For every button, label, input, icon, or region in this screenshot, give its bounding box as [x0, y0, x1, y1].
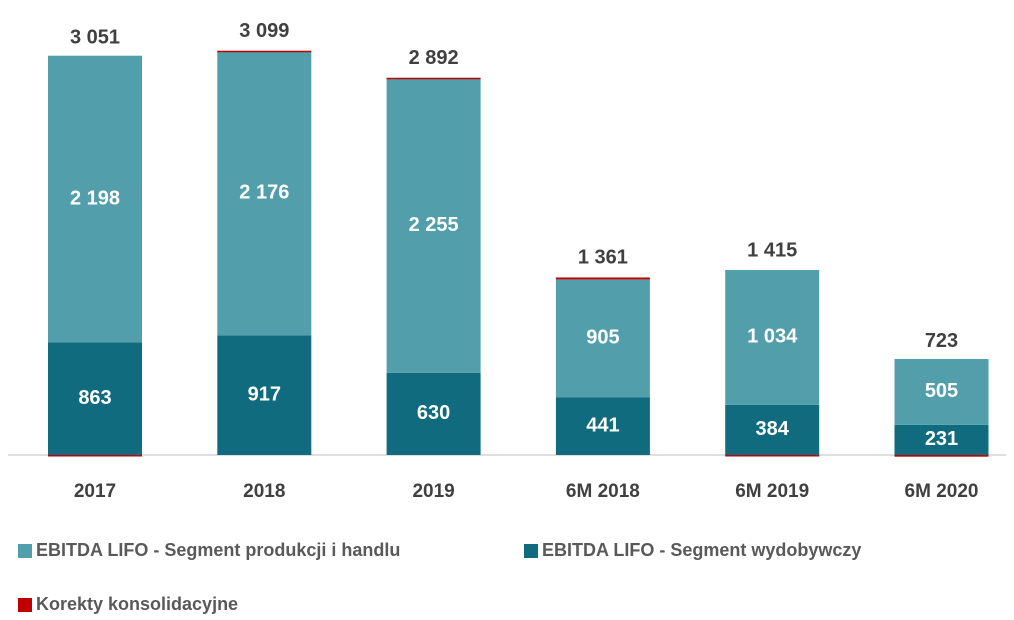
x-tick-label: 6M 2020 [905, 481, 979, 502]
total-label: 3 051 [70, 26, 120, 48]
legend-label: Korekty konsolidacyjne [36, 594, 238, 614]
data-label: 905 [586, 327, 619, 349]
data-label: 2 255 [409, 214, 459, 236]
legend-swatch [18, 544, 32, 558]
bar-segment [555, 279, 650, 398]
bar-segment [725, 455, 820, 457]
legend-swatch [18, 598, 32, 612]
data-label: 505 [925, 380, 958, 402]
legend-swatch [524, 544, 538, 558]
bar-segment [386, 78, 481, 373]
total-label: 1 415 [747, 240, 797, 262]
data-label: 917 [248, 383, 281, 405]
bar-segment [217, 50, 312, 53]
bar-segment [217, 51, 312, 336]
data-label: 231 [925, 428, 958, 450]
bar-segment [725, 404, 820, 455]
x-tick-label: 6M 2019 [735, 481, 809, 502]
bar-segment [386, 372, 481, 455]
bar-segment [48, 342, 142, 455]
bar-segment [894, 455, 989, 457]
total-label: 1 361 [578, 247, 628, 269]
bar-segment [555, 397, 650, 455]
legend-label: EBITDA LIFO - Segment produkcji i handlu [36, 540, 400, 560]
x-tick-label: 2019 [412, 481, 454, 502]
bar-segment [48, 55, 142, 343]
total-label: 2 892 [409, 47, 459, 69]
data-label: 863 [78, 387, 111, 409]
data-label: 1 034 [747, 326, 798, 348]
data-label: 630 [417, 402, 450, 424]
bar-segment [386, 77, 481, 80]
bar-segment [555, 277, 650, 280]
data-label: 2 176 [239, 182, 289, 204]
x-tick-label: 2018 [243, 481, 285, 502]
bar-segment [894, 358, 989, 425]
x-tick-label: 6M 2018 [566, 481, 640, 502]
bar-segment [48, 455, 142, 457]
total-label: 723 [925, 330, 958, 352]
bar-segment [217, 335, 312, 455]
x-tick-label: 2017 [74, 481, 116, 502]
bar-segment [725, 270, 820, 405]
legend-label: EBITDA LIFO - Segment wydobywczy [542, 540, 861, 560]
data-label: 2 198 [70, 187, 120, 209]
bar-segment [894, 424, 989, 455]
data-label: 441 [586, 415, 619, 437]
total-label: 3 099 [239, 20, 289, 42]
data-label: 384 [756, 418, 790, 440]
